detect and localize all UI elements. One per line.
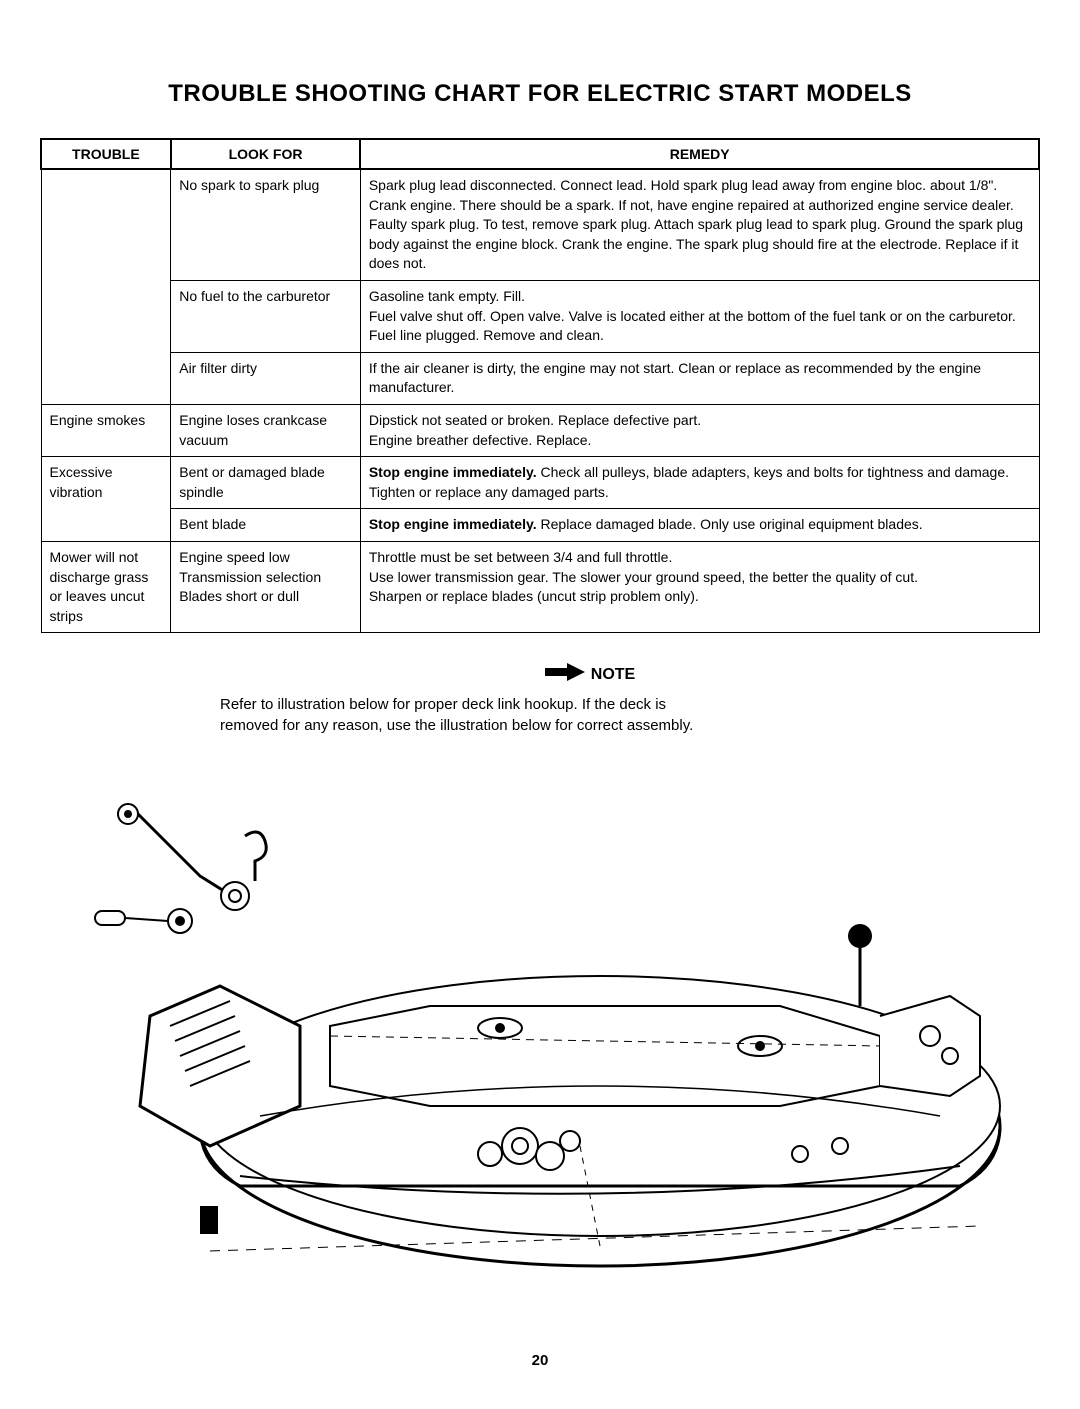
note-section: NOTE Refer to illustration below for pro… <box>40 663 1040 736</box>
table-row: Bent blade Stop engine immediately. Repl… <box>41 509 1039 542</box>
table-header-row: TROUBLE LOOK FOR REMEDY <box>41 139 1039 169</box>
page-title: TROUBLE SHOOTING CHART FOR ELECTRIC STAR… <box>40 80 1040 108</box>
cell-remedy: Stop engine immediately. Check all pulle… <box>360 457 1039 509</box>
table-row: No spark to spark plug Spark plug lead d… <box>41 169 1039 280</box>
cell-trouble: Excessive vibration <box>41 457 171 542</box>
cell-trouble <box>41 169 171 404</box>
table-row: No fuel to the carburetor Gasoline tank … <box>41 280 1039 352</box>
cell-trouble: Mower will not discharge grass or leaves… <box>41 541 171 632</box>
cell-lookfor: Engine loses crankcase vacuum <box>171 404 361 456</box>
note-label: NOTE <box>591 666 635 684</box>
deck-illustration-icon <box>80 746 1040 1306</box>
note-header: NOTE <box>140 663 1040 686</box>
cell-remedy: Gasoline tank empty. Fill. Fuel valve sh… <box>360 280 1039 352</box>
cell-lookfor: Bent or damaged blade spindle <box>171 457 361 509</box>
remedy-bold: Stop engine immediately. <box>369 516 537 532</box>
header-remedy: REMEDY <box>360 139 1039 169</box>
table-row: Excessive vibration Bent or damaged blad… <box>41 457 1039 509</box>
header-trouble: TROUBLE <box>41 139 171 169</box>
arrow-icon <box>545 663 585 686</box>
remedy-rest: Replace damaged blade. Only use original… <box>537 516 923 532</box>
table-row: Air filter dirty If the air cleaner is d… <box>41 352 1039 404</box>
cell-remedy: Spark plug lead disconnected. Connect le… <box>360 169 1039 280</box>
cell-lookfor: No fuel to the carburetor <box>171 280 361 352</box>
page-number: 20 <box>532 1352 549 1369</box>
cell-trouble: Engine smokes <box>41 404 171 456</box>
table-row: Mower will not discharge grass or leaves… <box>41 541 1039 632</box>
note-text: Refer to illustration below for proper d… <box>220 694 720 736</box>
cell-lookfor: No spark to spark plug <box>171 169 361 280</box>
table-row: Engine smokes Engine loses crankcase vac… <box>41 404 1039 456</box>
header-lookfor: LOOK FOR <box>171 139 361 169</box>
cell-remedy: Dipstick not seated or broken. Replace d… <box>360 404 1039 456</box>
cell-remedy: Throttle must be set between 3/4 and ful… <box>360 541 1039 632</box>
troubleshooting-table: TROUBLE LOOK FOR REMEDY No spark to spar… <box>40 138 1040 633</box>
cell-remedy: Stop engine immediately. Replace damaged… <box>360 509 1039 542</box>
deck-diagram <box>40 746 1040 1306</box>
cell-remedy: If the air cleaner is dirty, the engine … <box>360 352 1039 404</box>
cell-lookfor: Engine speed low Transmission selection … <box>171 541 361 632</box>
remedy-bold: Stop engine immediately. <box>369 464 537 480</box>
cell-lookfor: Bent blade <box>171 509 361 542</box>
cell-lookfor: Air filter dirty <box>171 352 361 404</box>
